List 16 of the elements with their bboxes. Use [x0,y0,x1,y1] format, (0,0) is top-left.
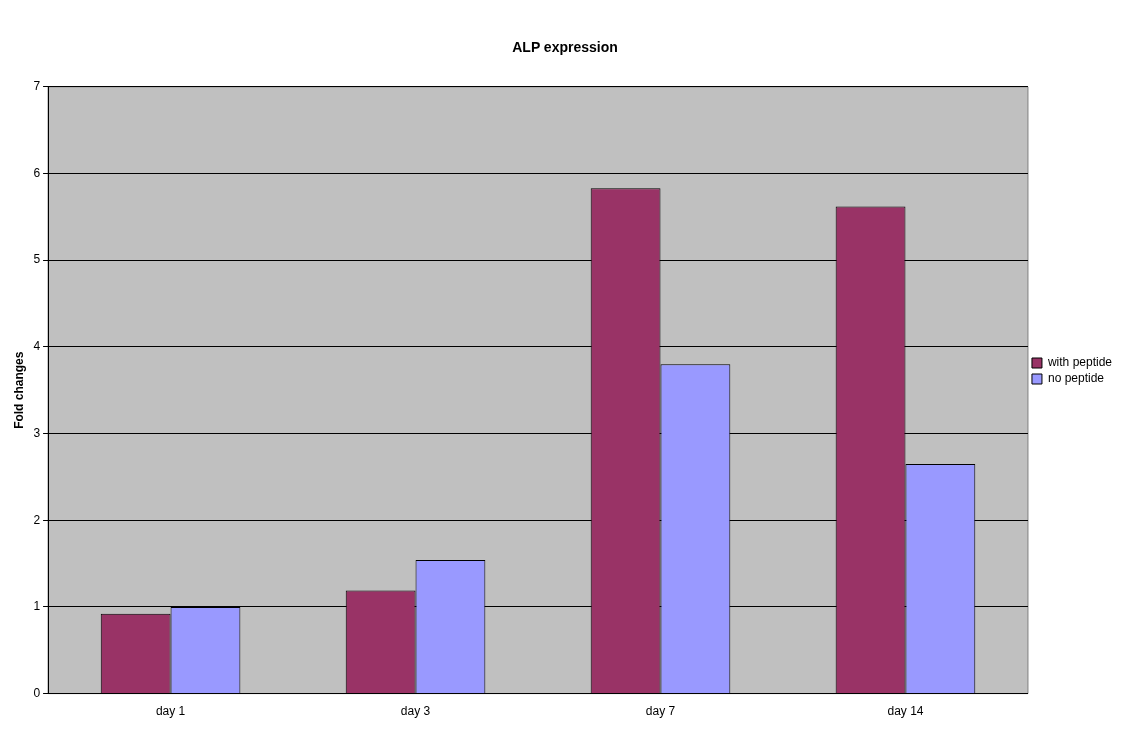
x-tick-label: day 3 [400,704,431,719]
y-axis-title: Fold changes [11,351,26,429]
y-tick-label: 0 [33,685,41,700]
legend-label: no peptide [1047,371,1105,386]
x-tick-label: day 7 [645,704,676,719]
y-tick-label: 2 [33,512,41,527]
y-tick-label: 3 [33,425,41,440]
y-tick-label: 4 [33,339,41,354]
x-tick-label: day 1 [155,704,186,719]
chart-title: ALP expression [512,39,618,56]
x-tick-label: day 14 [887,704,924,719]
y-tick-label: 1 [33,599,41,614]
y-tick-label: 7 [33,79,41,94]
legend-label: with peptide [1046,355,1113,370]
y-tick-label: 6 [33,165,41,180]
y-tick-label: 5 [33,252,41,267]
